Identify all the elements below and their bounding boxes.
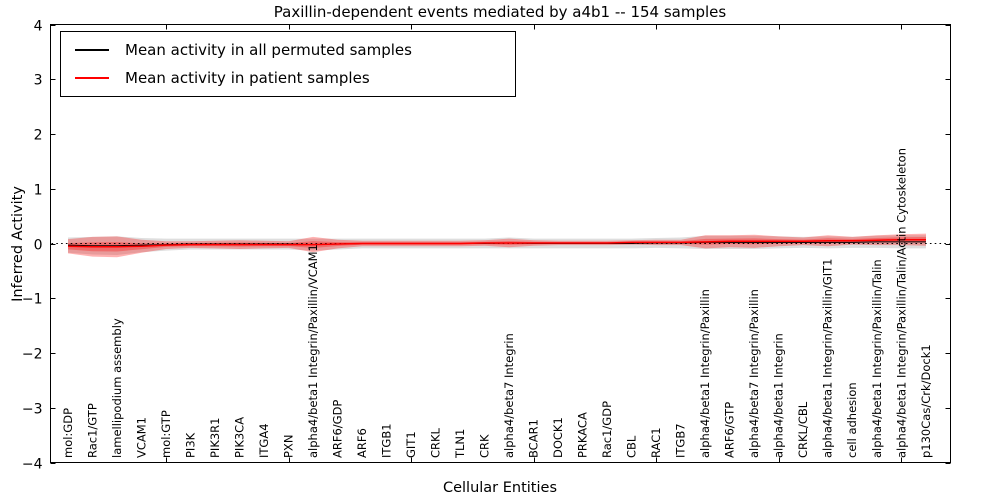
x-category-label: alpha4/beta7 Integrin [502,333,516,458]
x-category-label: alpha4/beta1 Integrin/Paxillin/Talin [870,259,884,458]
x-category-label: PIK3CA [232,417,246,458]
permuted-std-band [68,235,926,255]
x-category-label: PXN [281,435,295,458]
chart-title: Paxillin-dependent events mediated by a4… [273,3,727,21]
patient-std-band-inner [68,237,926,252]
x-category-label: lamellipodium assembly [110,318,124,458]
y-tick-label: −4 [22,457,43,473]
x-category-label: alpha4/beta7 Integrin/Paxillin [747,289,761,458]
x-category-label: VCAM1 [134,417,148,458]
x-category-label: mol:GTP [159,410,173,458]
x-category-label: DOCK1 [551,417,565,458]
patient-mean-line [67,238,926,248]
y-tick-label: −3 [22,402,43,418]
x-category-label: CBL [625,435,639,458]
permuted-line-swatch [75,48,109,51]
x-category-label: alpha4/beta1 Integrin [772,333,786,458]
y-tick-label: −2 [22,347,43,363]
y-tick-label: 2 [34,128,43,144]
x-category-label: ARF6 [355,428,369,458]
x-category-label: alpha4/beta1 Integrin/Paxillin [698,289,712,458]
x-category-label: PRKACA [576,412,590,458]
axes-frame [50,24,951,463]
legend-item-permuted: Mean activity in all permuted samples [61,37,515,63]
y-tick-label: 0 [34,238,43,254]
x-category-label: Rac1/GDP [600,401,614,458]
legend-label-permuted: Mean activity in all permuted samples [125,40,412,59]
x-category-label: mol:GDP [61,408,75,458]
x-category-label: CRKL/CBL [796,401,810,458]
x-category-label: BCAR1 [527,419,541,458]
x-category-label: alpha4/beta1 Integrin/Paxillin/VCAM1 [306,244,320,458]
x-category-label: ITGB7 [674,423,688,458]
x-category-label: PIK3R1 [208,418,222,459]
y-tick-label: 3 [34,73,43,89]
x-category-label: CRK [478,434,492,458]
x-category-label: alpha4/beta1 Integrin/Paxillin/Talin/Act… [894,148,908,458]
x-category-label: TLN1 [453,429,467,459]
y-tick-label: −1 [22,292,43,308]
legend-box: Mean activity in all permuted samples Me… [60,31,516,97]
x-category-label: alpha4/beta1 Integrin/Paxillin/GIT1 [821,259,835,458]
x-category-label: cell adhesion [845,382,859,458]
x-category-label: p130Cas/Crk/Dock1 [919,344,933,458]
legend-item-patient: Mean activity in patient samples [61,65,515,91]
x-category-label: PI3K [183,432,197,458]
x-category-label: ITGB1 [380,423,394,458]
x-category-label: ARF6/GDP [331,400,345,458]
y-axis-title: Inferred Activity [10,186,26,302]
patient-line-swatch [75,77,109,80]
patient-std-band-outer [68,233,926,258]
x-category-label: CRKL [429,427,443,458]
y-tick-label: 1 [34,183,43,199]
x-category-label: Rac1/GTP [85,403,99,458]
x-category-label: GIT1 [404,431,418,458]
y-tick-label: 4 [34,19,43,35]
x-category-label: RAC1 [649,427,663,458]
legend-label-patient: Mean activity in patient samples [125,69,370,88]
x-category-label: ARF6/GTP [723,402,737,458]
x-category-label: ITGA4 [257,423,271,458]
x-axis-title: Cellular Entities [442,480,558,496]
